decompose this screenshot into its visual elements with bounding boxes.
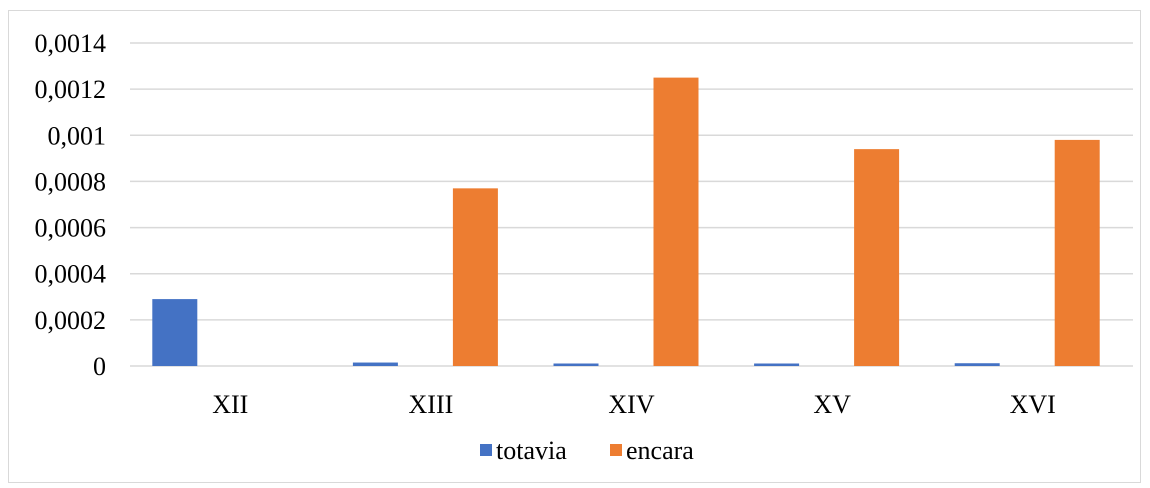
y-tick-label: 0 [93,352,106,381]
y-tick-label: 0,0008 [35,167,107,196]
x-tick-label: XII [212,390,248,419]
y-tick-label: 0,0002 [35,306,107,335]
bar-totavia-XIII [352,362,398,366]
y-tick-label: 0,0006 [35,214,107,243]
x-tick-label: XV [813,390,851,419]
gridlines [130,42,1133,367]
y-tick-label: 0,0014 [35,29,107,58]
bar-encara-XIII [452,188,498,366]
x-tick-label: XIII [409,390,454,419]
x-tick-label: XVI [1010,390,1056,419]
bars [152,77,1100,366]
x-axis: XII XIII XIV XV XVI [212,390,1056,419]
bar-encara-XV [854,149,900,366]
y-tick-label: 0,001 [48,121,107,150]
x-tick-label: XIV [608,390,654,419]
y-axis: 0 0,0002 0,0004 0,0006 0,0008 0,001 0,0012 0,00… [35,29,107,381]
legend: totavia encara [480,436,694,465]
bar-totavia-XIV [553,363,599,366]
legend-label-encara: encara [626,436,694,465]
legend-swatch-totavia [480,444,492,456]
bar-totavia-XV [754,363,800,366]
legend-label-totavia: totavia [496,436,567,465]
bar-encara-XIV [653,77,699,366]
bar-encara-XVI [1054,139,1100,366]
y-tick-label: 0,0004 [35,260,107,289]
y-tick-label: 0,0012 [35,75,107,104]
legend-swatch-encara [610,444,622,456]
bar-totavia-XVI [954,363,1000,366]
bar-totavia-XII [152,299,198,366]
